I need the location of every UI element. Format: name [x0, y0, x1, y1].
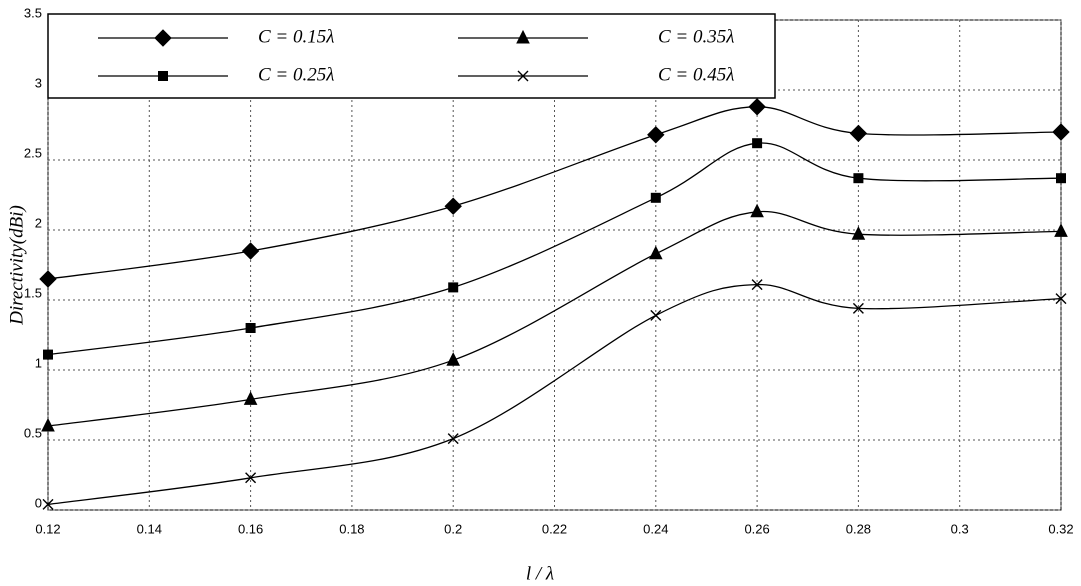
- x-tick-label: 0.3: [951, 521, 969, 536]
- x-axis-label: l / λ: [526, 563, 554, 584]
- marker: [748, 98, 766, 116]
- marker: [447, 433, 459, 445]
- x-tick-label: 0.28: [846, 521, 871, 536]
- marker: [1052, 123, 1070, 141]
- legend-box: [47, 13, 776, 99]
- marker: [448, 282, 459, 293]
- marker: [446, 352, 461, 366]
- y-axis-label: Directivity(dBi): [6, 205, 27, 326]
- y-tick-label: 3.5: [24, 5, 42, 20]
- legend-label: C = 0.35λ: [658, 26, 734, 47]
- marker: [444, 197, 462, 215]
- y-tick-label: 2.5: [24, 145, 42, 160]
- marker: [1054, 223, 1068, 237]
- series-line: [47, 142, 1062, 356]
- marker: [41, 417, 55, 432]
- x-tick-label: 0.26: [744, 521, 769, 536]
- x-tick-label: 0.18: [339, 521, 364, 536]
- marker: [42, 498, 54, 510]
- marker: [852, 302, 864, 314]
- x-tick-label: 0.14: [137, 521, 162, 536]
- y-tick-label: 2: [35, 215, 42, 230]
- legend-label: C = 0.45λ: [658, 64, 734, 85]
- y-tick-label: 3: [35, 75, 42, 90]
- x-tick-label: 0.24: [643, 521, 668, 536]
- x-tick-label: 0.2: [444, 521, 462, 536]
- legend-marker: [516, 29, 530, 44]
- x-tick-label: 0.32: [1048, 521, 1073, 536]
- marker: [1056, 173, 1066, 184]
- y-tick-label: 0: [35, 495, 42, 510]
- marker: [751, 279, 763, 291]
- marker: [650, 309, 662, 321]
- x-tick-label: 0.12: [35, 521, 60, 536]
- y-tick-label: 1.5: [24, 285, 42, 300]
- series-line: [47, 210, 1062, 427]
- y-tick-label: 0.5: [24, 425, 42, 440]
- legend-marker: [158, 71, 168, 81]
- marker: [752, 138, 763, 149]
- marker: [243, 391, 258, 405]
- marker: [650, 192, 661, 203]
- legend-marker: [154, 29, 172, 47]
- legend-label: C = 0.15λ: [258, 26, 334, 47]
- marker: [647, 126, 665, 144]
- x-tick-label: 0.16: [238, 521, 263, 536]
- marker: [245, 323, 256, 333]
- marker: [648, 245, 663, 260]
- marker: [853, 173, 864, 184]
- marker: [43, 349, 53, 360]
- marker: [241, 242, 260, 260]
- marker: [39, 270, 57, 288]
- marker: [1055, 293, 1067, 305]
- legend-label: C = 0.25λ: [258, 64, 334, 85]
- legend: C = 0.15λ C = 0.35λ C = 0.25λ C = 0.45λ: [47, 13, 776, 99]
- legend-marker: [517, 70, 529, 82]
- series-line: [47, 106, 1062, 280]
- marker: [245, 472, 257, 484]
- marker: [851, 226, 866, 240]
- marker: [750, 203, 764, 218]
- x-tick-label: 0.22: [542, 521, 567, 536]
- marker: [849, 124, 868, 143]
- series-line: [47, 283, 1062, 506]
- y-tick-label: 1: [35, 355, 42, 370]
